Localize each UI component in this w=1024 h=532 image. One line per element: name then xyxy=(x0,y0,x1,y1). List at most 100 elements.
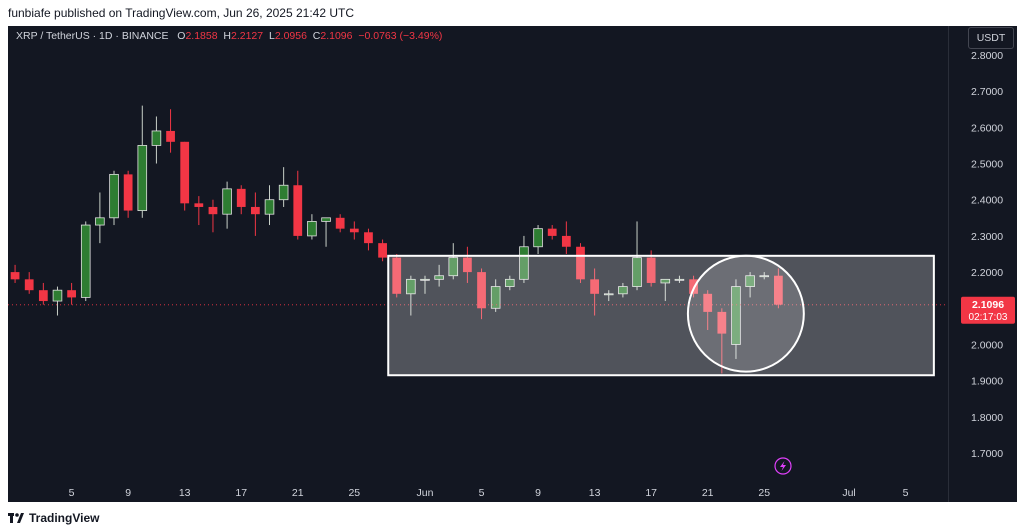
candle[interactable] xyxy=(703,290,713,330)
circle-annotation[interactable] xyxy=(686,254,805,373)
tradingview-logo-icon xyxy=(8,513,24,523)
candle[interactable] xyxy=(151,116,162,164)
candle[interactable] xyxy=(38,282,48,305)
candle-body xyxy=(166,130,175,142)
candle-body xyxy=(448,257,459,277)
brand-name: TradingView xyxy=(29,511,100,525)
y-tick-label: 2.8000 xyxy=(971,50,1003,62)
candle-body xyxy=(519,246,529,280)
candle[interactable] xyxy=(660,278,671,302)
lightning-icon[interactable] xyxy=(774,457,792,475)
range-box-annotation[interactable] xyxy=(387,254,935,377)
candle[interactable] xyxy=(222,181,232,229)
candle-body xyxy=(264,199,275,215)
candle-body xyxy=(67,290,76,298)
candle-body xyxy=(547,228,557,236)
price-axis[interactable]: 2.8000 2.7000 2.6000 2.5000 2.4000 2.3000 2.20… xyxy=(948,26,1017,502)
plot-area[interactable]: 5 9 13 17 21 25 Jun 5 9 13 17 21 25 Jul 5 XRP / Tether… xyxy=(0,26,948,502)
candle[interactable] xyxy=(490,279,501,312)
candle[interactable] xyxy=(745,272,755,298)
x-tick-label: 21 xyxy=(702,487,714,499)
candle[interactable] xyxy=(236,185,246,215)
candle[interactable] xyxy=(434,264,444,287)
candlestick-chart[interactable]: 5 9 13 17 21 25 Jun 5 9 13 17 21 25 Jul 5 xyxy=(0,26,948,502)
candle[interactable] xyxy=(618,282,628,298)
candle[interactable] xyxy=(731,279,741,359)
candle[interactable] xyxy=(321,217,331,247)
candle[interactable] xyxy=(208,199,218,233)
candle-body xyxy=(208,206,218,215)
candle[interactable] xyxy=(194,196,204,226)
candle[interactable] xyxy=(759,272,770,280)
candle-body xyxy=(717,311,727,334)
high-label: H xyxy=(223,30,231,42)
tradingview-logo[interactable]: TradingView xyxy=(8,511,99,525)
candle[interactable] xyxy=(264,185,275,226)
candle[interactable] xyxy=(349,221,359,240)
candle[interactable] xyxy=(590,268,599,316)
candle[interactable] xyxy=(307,214,317,240)
candle[interactable] xyxy=(109,170,119,226)
candle[interactable] xyxy=(576,243,585,283)
candle[interactable] xyxy=(603,290,614,302)
x-tick-label: 21 xyxy=(292,487,304,499)
x-tick-label: 5 xyxy=(479,487,485,499)
chart-frame: 5 9 13 17 21 25 Jun 5 9 13 17 21 25 Jul 5 XRP / Tether… xyxy=(0,26,1017,502)
y-tick-label: 2.3000 xyxy=(971,231,1003,243)
candle[interactable] xyxy=(95,192,105,244)
candle[interactable] xyxy=(80,221,91,302)
candle[interactable] xyxy=(67,282,76,305)
candle[interactable] xyxy=(674,275,685,283)
candle-body xyxy=(250,206,260,215)
candle[interactable] xyxy=(533,225,543,254)
annotations xyxy=(387,254,935,377)
candle[interactable] xyxy=(335,214,345,233)
change-value: −0.0763 (−3.49%) xyxy=(358,30,443,42)
candle[interactable] xyxy=(463,246,472,283)
candle-body xyxy=(505,278,515,287)
candle[interactable] xyxy=(24,272,34,294)
candle[interactable] xyxy=(406,275,416,316)
candle[interactable] xyxy=(519,235,529,283)
candle[interactable] xyxy=(52,286,63,316)
candle-body xyxy=(463,257,472,273)
candle[interactable] xyxy=(547,225,557,240)
candle[interactable] xyxy=(293,170,303,240)
y-tick-label: 2.0000 xyxy=(971,339,1003,351)
candle[interactable] xyxy=(180,141,190,211)
candle[interactable] xyxy=(420,275,430,294)
candle[interactable] xyxy=(561,221,571,254)
candle-body xyxy=(618,286,628,295)
y-tick-label: 2.4000 xyxy=(971,195,1003,207)
candle-body xyxy=(674,278,685,281)
candle-body xyxy=(759,275,770,278)
candle[interactable] xyxy=(773,268,783,309)
candle[interactable] xyxy=(278,167,289,207)
candle[interactable] xyxy=(477,268,486,320)
candle-body xyxy=(603,293,614,296)
y-tick-label: 2.2000 xyxy=(971,267,1003,279)
candle-body xyxy=(180,141,190,204)
x-tick-label: 9 xyxy=(535,487,541,499)
candle[interactable] xyxy=(717,308,727,374)
low-value: 2.0956 xyxy=(274,30,307,42)
candle-body xyxy=(364,232,373,244)
candle[interactable] xyxy=(448,243,459,280)
symbol-name[interactable]: XRP / TetherUS · 1D · BINANCE xyxy=(16,30,169,42)
candle[interactable] xyxy=(378,239,387,262)
candle-body xyxy=(123,174,133,211)
currency-button[interactable]: USDT xyxy=(968,27,1014,49)
candle[interactable] xyxy=(166,109,175,153)
candle[interactable] xyxy=(250,192,260,236)
y-tick-label: 2.6000 xyxy=(971,122,1003,134)
candle[interactable] xyxy=(123,170,133,218)
candle[interactable] xyxy=(10,264,20,283)
candle[interactable] xyxy=(392,254,402,298)
close-value: 2.1096 xyxy=(320,30,353,42)
candle[interactable] xyxy=(505,275,515,291)
footer: TradingView xyxy=(0,502,1024,532)
candle[interactable] xyxy=(364,228,373,251)
candle-body xyxy=(278,184,289,201)
candle[interactable] xyxy=(137,105,148,218)
